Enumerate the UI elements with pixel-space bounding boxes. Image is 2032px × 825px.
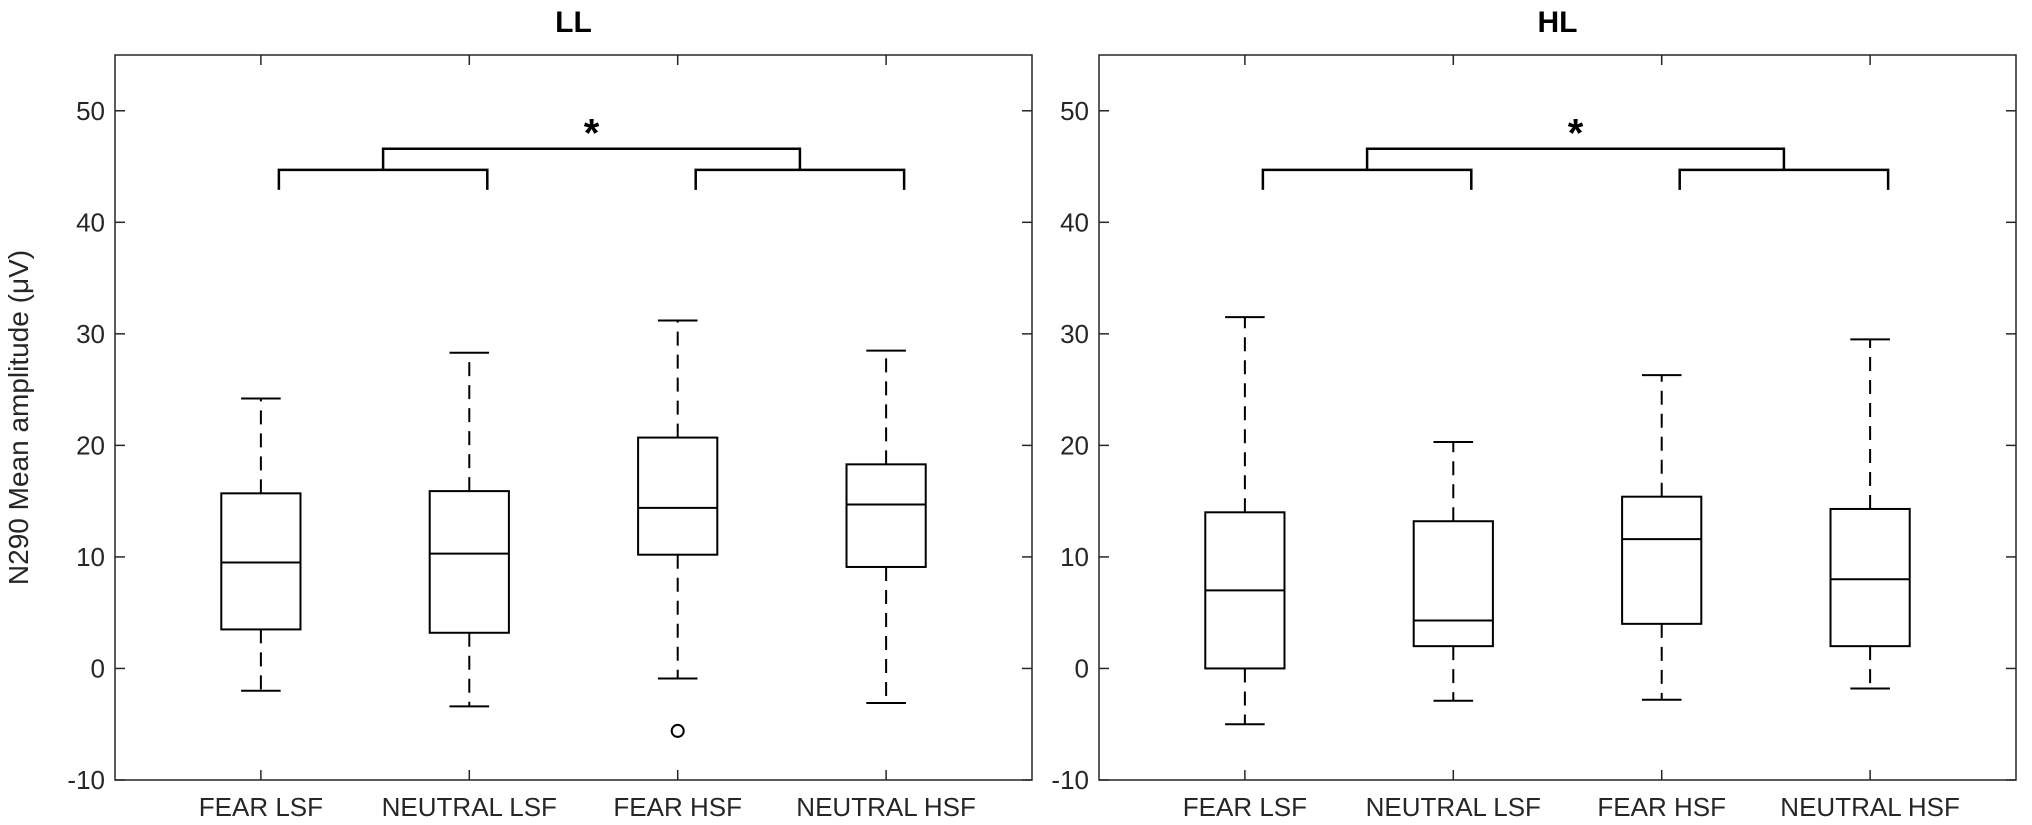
- significance-bracket: *: [277, 112, 906, 190]
- y-tick-label: 40: [1060, 207, 1089, 237]
- x-tick-label: FEAR LSF: [199, 792, 323, 822]
- box-3: [845, 349, 927, 705]
- x-tick-label: NEUTRAL HSF: [1780, 792, 1960, 822]
- iqr-box: [637, 436, 719, 556]
- y-tick-label: -10: [1051, 765, 1089, 795]
- significance-bracket: *: [1261, 112, 1890, 190]
- bracket-group-0: [1261, 168, 1473, 190]
- x-tick-label: NEUTRAL LSF: [382, 792, 557, 822]
- box-2: [637, 319, 719, 738]
- x-tick-label: FEAR LSF: [1183, 792, 1307, 822]
- iqr-box: [1621, 495, 1703, 625]
- box-1: [1412, 441, 1494, 702]
- y-tick-label: 20: [76, 430, 105, 460]
- significance-label: *: [584, 112, 600, 156]
- plot-frame: [114, 54, 1033, 781]
- x-tick-label: NEUTRAL LSF: [1366, 792, 1541, 822]
- chart-title: LL: [555, 6, 592, 39]
- y-tick-label: 10: [76, 542, 105, 572]
- bracket-top: [381, 147, 802, 170]
- iqr-box: [428, 490, 510, 634]
- bracket-group-0: [277, 168, 489, 190]
- y-tick-label: 10: [1060, 542, 1089, 572]
- y-tick-label: 20: [1060, 430, 1089, 460]
- panel-hl: HL -10 0 10 20 30 40 50 FEAR LSF NEUTRAL LSF FEAR …: [1051, 6, 2017, 822]
- significance-label: *: [1568, 112, 1584, 156]
- panel-ll: LL -10 0 10 20 30 40 50 N290 Mean amplitude (μV)…: [3, 6, 1033, 822]
- iqr-box: [1829, 507, 1911, 648]
- chart-title: HL: [1538, 6, 1578, 39]
- iqr-box: [1412, 520, 1494, 648]
- y-tick-label: 30: [76, 319, 105, 349]
- y-tick-label: 30: [1060, 319, 1089, 349]
- iqr-box: [220, 492, 302, 631]
- plot-frame: [1098, 54, 2017, 781]
- outlier-point: [670, 723, 685, 738]
- box-0: [1204, 316, 1286, 726]
- x-tick-label: FEAR HSF: [1597, 792, 1726, 822]
- x-tick-label: NEUTRAL HSF: [796, 792, 976, 822]
- bracket-group-1: [1678, 168, 1890, 190]
- y-axis-label: N290 Mean amplitude (μV): [3, 250, 34, 585]
- iqr-box: [845, 463, 927, 568]
- y-tick-label: 0: [91, 653, 105, 683]
- box-2: [1621, 374, 1703, 701]
- y-tick-label: 40: [76, 207, 105, 237]
- box-3: [1829, 338, 1911, 690]
- y-tick-label: 50: [1060, 96, 1089, 126]
- y-tick-label: 0: [1075, 653, 1089, 683]
- y-tick-label: -10: [67, 765, 105, 795]
- y-tick-label: 50: [76, 96, 105, 126]
- box-1: [428, 351, 510, 708]
- x-tick-label: FEAR HSF: [613, 792, 742, 822]
- box-0: [220, 397, 302, 692]
- bracket-group-1: [694, 168, 906, 190]
- bracket-top: [1365, 147, 1786, 170]
